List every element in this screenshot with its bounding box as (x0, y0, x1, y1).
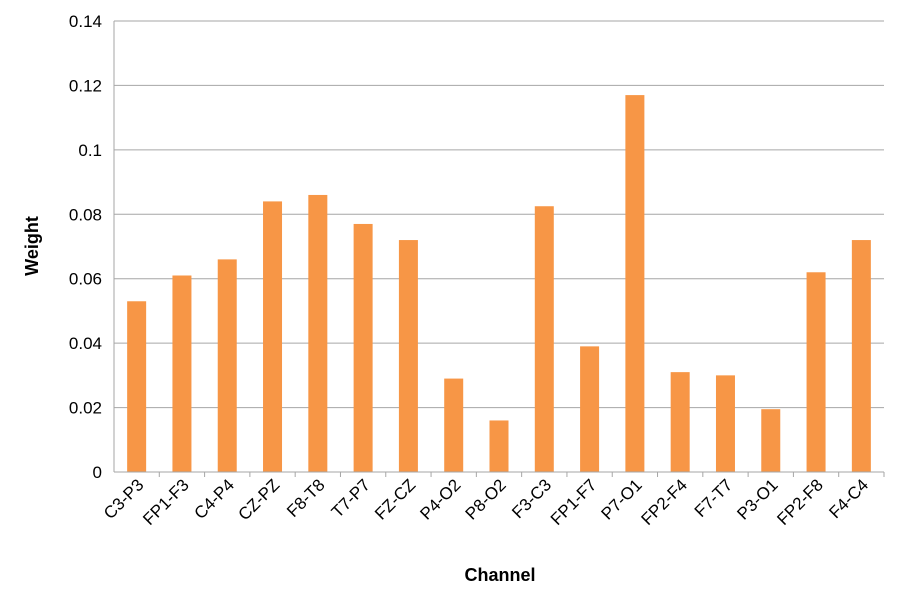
y-tick-label: 0.1 (78, 141, 102, 160)
x-tick-label: FP1-F3 (139, 475, 193, 529)
bar-f8-t8 (308, 194, 328, 472)
x-tick-label: FP2-F4 (637, 475, 691, 529)
gridlines (113, 20, 884, 473)
bar-t7-p7 (353, 223, 373, 472)
y-axis-ticks: 0 0.02 0.04 0.06 0.08 0.1 0.12 0.14 (69, 12, 102, 482)
bar-fp2-f8 (806, 272, 826, 472)
y-tick-label: 0.08 (69, 205, 102, 224)
y-axis-title: Weight (22, 216, 42, 276)
y-tick-label: 0.02 (69, 399, 102, 418)
x-tick-label: FP2-F8 (773, 475, 827, 529)
x-tick-label: P4-O2 (416, 475, 464, 523)
bar-p8-o2 (489, 420, 509, 472)
x-tick-label: F8-T8 (283, 475, 328, 520)
x-tick-label: C4-P4 (191, 475, 239, 523)
bar-f3-c3 (534, 206, 554, 472)
x-tick-label: T7-P7 (328, 475, 374, 521)
x-tick-label: P8-O2 (462, 475, 510, 523)
bar-fp1-f3 (172, 275, 192, 472)
x-tick-label: CZ-PZ (235, 475, 284, 524)
x-tick-label: FZ-CZ (371, 475, 419, 523)
y-tick-label: 0 (93, 463, 102, 482)
x-tick-label: F4-C4 (825, 475, 872, 522)
y-tick-label: 0.14 (69, 12, 102, 31)
x-tick-label: FP1-F7 (547, 475, 601, 529)
bar-f7-t7 (715, 375, 735, 472)
bar-fp2-f4 (670, 372, 690, 472)
bar-cz-pz (263, 201, 283, 472)
bar-c3-p3 (127, 301, 147, 472)
bar-p7-o1 (625, 95, 645, 472)
y-tick-label: 0.06 (69, 270, 102, 289)
bar-fp1-f7 (580, 346, 600, 472)
y-tick-label: 0.12 (69, 76, 102, 95)
bar-p3-o1 (761, 409, 781, 472)
bars (127, 95, 871, 472)
bar-p4-o2 (444, 378, 464, 472)
bar-f4-c4 (851, 240, 871, 472)
x-axis-title: Channel (464, 565, 535, 585)
y-tick-label: 0.04 (69, 334, 102, 353)
x-tick-label: F7-T7 (691, 475, 736, 520)
bar-fz-cz (398, 240, 418, 472)
bar-c4-p4 (217, 259, 237, 472)
